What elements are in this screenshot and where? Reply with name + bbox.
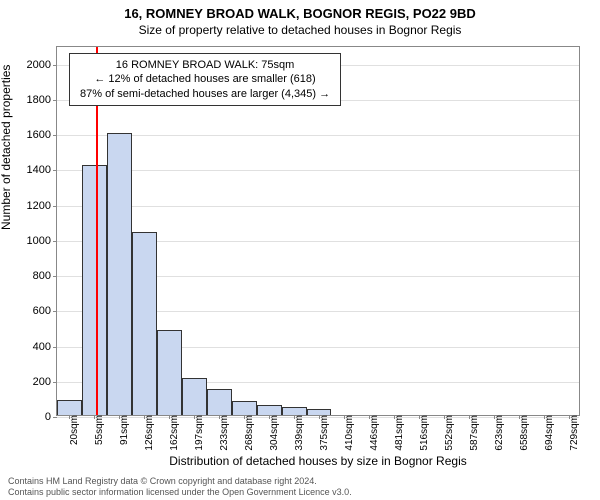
histogram-bar bbox=[232, 401, 257, 415]
histogram-bar bbox=[157, 330, 182, 415]
x-tick-label: 410sqm bbox=[344, 415, 355, 451]
x-tick-label: 304sqm bbox=[269, 415, 280, 451]
histogram-bar bbox=[257, 405, 282, 415]
x-tick-label: 446sqm bbox=[369, 415, 380, 451]
histogram-bar bbox=[182, 378, 207, 415]
footer-attribution: Contains HM Land Registry data © Crown c… bbox=[8, 476, 352, 498]
x-tick-label: 587sqm bbox=[469, 415, 480, 451]
y-tick-label: 600 bbox=[17, 305, 57, 317]
x-tick-label: 91sqm bbox=[119, 415, 130, 445]
footer-line-1: Contains HM Land Registry data © Crown c… bbox=[8, 476, 352, 487]
footer-line-2: Contains public sector information licen… bbox=[8, 487, 352, 498]
x-tick-label: 694sqm bbox=[544, 415, 555, 451]
histogram-bar bbox=[207, 389, 232, 415]
histogram-bar bbox=[82, 165, 107, 415]
y-tick-label: 800 bbox=[17, 270, 57, 282]
y-tick-label: 1600 bbox=[17, 129, 57, 141]
x-tick-label: 658sqm bbox=[519, 415, 530, 451]
x-axis-label: Distribution of detached houses by size … bbox=[56, 454, 580, 468]
x-tick-label: 197sqm bbox=[194, 415, 205, 451]
x-tick-label: 162sqm bbox=[169, 415, 180, 451]
chart-title: 16, ROMNEY BROAD WALK, BOGNOR REGIS, PO2… bbox=[0, 0, 600, 21]
y-tick-label: 1800 bbox=[17, 94, 57, 106]
y-tick-label: 1000 bbox=[17, 235, 57, 247]
annotation-line-2: ← 12% of detached houses are smaller (61… bbox=[80, 72, 330, 86]
annotation-line-3: 87% of semi-detached houses are larger (… bbox=[80, 87, 330, 101]
y-tick-label: 400 bbox=[17, 341, 57, 353]
y-tick-label: 1400 bbox=[17, 164, 57, 176]
y-axis-label: Number of detached properties bbox=[0, 65, 13, 230]
chart-subtitle: Size of property relative to detached ho… bbox=[0, 23, 600, 37]
y-tick-label: 0 bbox=[17, 411, 57, 423]
gridline bbox=[57, 135, 579, 136]
property-size-chart: 16, ROMNEY BROAD WALK, BOGNOR REGIS, PO2… bbox=[0, 0, 600, 500]
plot-area: 020040060080010001200140016001800200020s… bbox=[56, 46, 580, 416]
x-tick-label: 55sqm bbox=[94, 415, 105, 445]
gridline bbox=[57, 206, 579, 207]
histogram-bar bbox=[107, 133, 132, 415]
x-tick-label: 126sqm bbox=[144, 415, 155, 451]
x-tick-label: 233sqm bbox=[219, 415, 230, 451]
x-tick-label: 516sqm bbox=[419, 415, 430, 451]
x-tick-label: 20sqm bbox=[69, 415, 80, 445]
x-tick-label: 729sqm bbox=[569, 415, 580, 451]
x-tick-label: 623sqm bbox=[494, 415, 505, 451]
annotation-line-1: 16 ROMNEY BROAD WALK: 75sqm bbox=[80, 58, 330, 72]
histogram-bar bbox=[282, 407, 307, 415]
y-tick-label: 200 bbox=[17, 376, 57, 388]
annotation-box: 16 ROMNEY BROAD WALK: 75sqm ← 12% of det… bbox=[69, 53, 341, 106]
histogram-bar bbox=[132, 232, 157, 415]
x-tick-label: 552sqm bbox=[444, 415, 455, 451]
histogram-bar bbox=[57, 400, 82, 415]
x-tick-label: 268sqm bbox=[244, 415, 255, 451]
x-tick-label: 375sqm bbox=[319, 415, 330, 451]
y-tick-label: 1200 bbox=[17, 200, 57, 212]
x-tick-label: 339sqm bbox=[294, 415, 305, 451]
x-tick-label: 481sqm bbox=[394, 415, 405, 451]
y-tick-label: 2000 bbox=[17, 59, 57, 71]
gridline bbox=[57, 170, 579, 171]
